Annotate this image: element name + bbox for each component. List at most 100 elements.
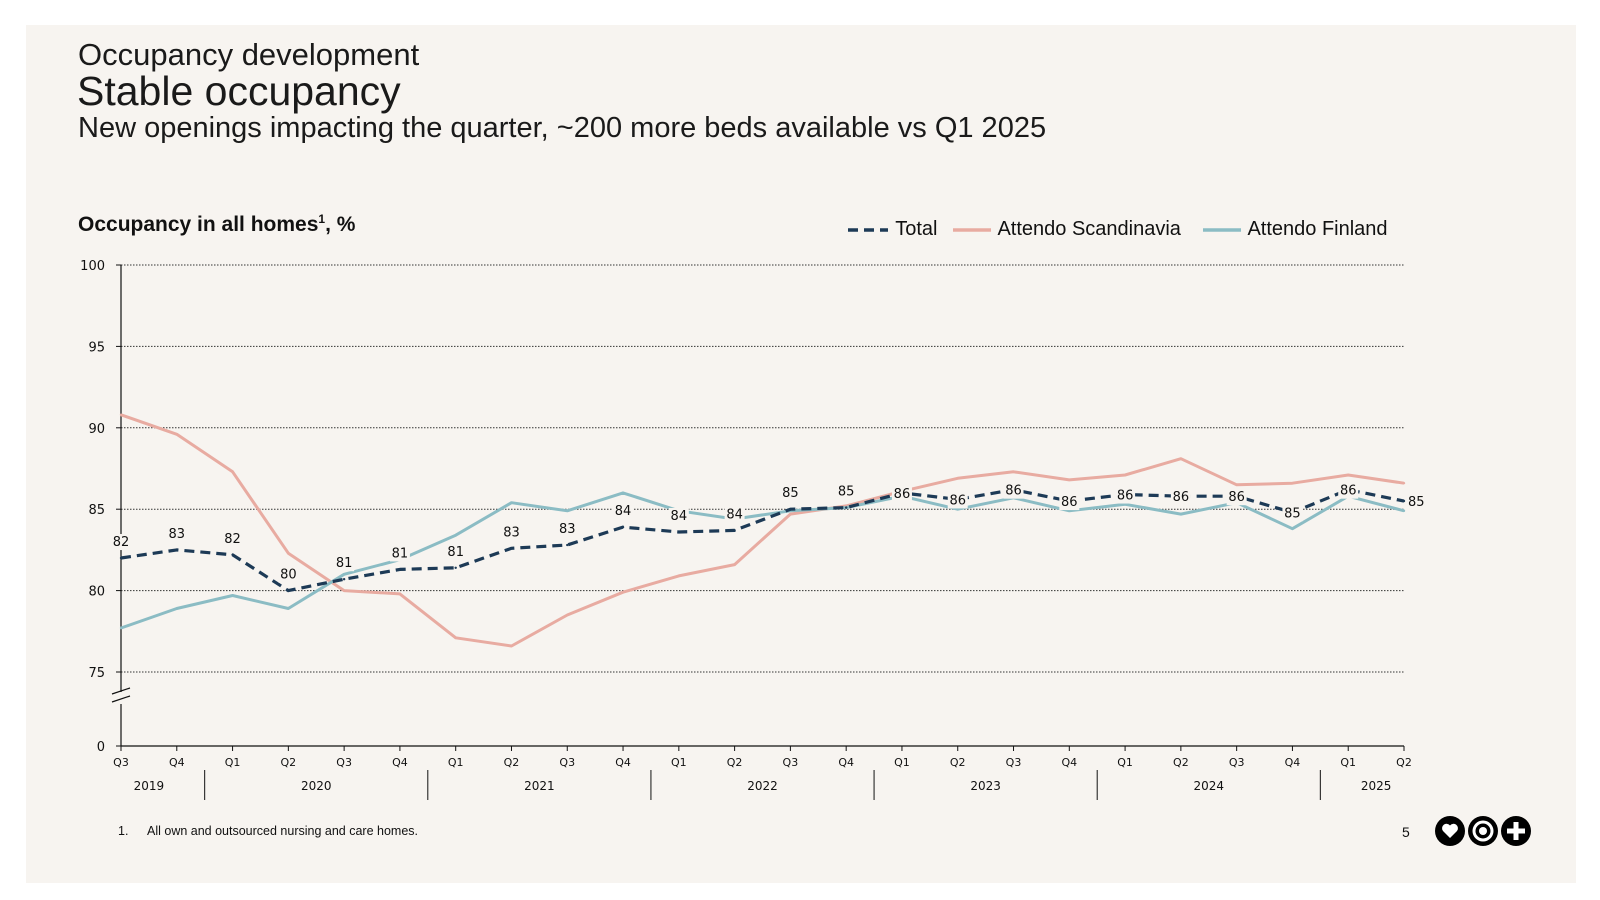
slide-background — [26, 25, 1576, 883]
legend-scandinavia-label: Attendo Scandinavia — [997, 218, 1181, 240]
data-label-total: 85 — [1284, 506, 1301, 521]
data-point-attendo-finland — [231, 594, 234, 597]
data-point-attendo-scandinavia — [677, 574, 681, 578]
x-tick-label: Q1 — [894, 756, 910, 769]
data-point-attendo-finland — [566, 509, 569, 513]
data-label-bg — [780, 485, 801, 502]
x-tick-label: Q2 — [1173, 756, 1189, 769]
data-point-total — [454, 566, 457, 570]
data-point-attendo-scandinavia — [119, 413, 123, 416]
y-tick-label-95: 95 — [88, 340, 105, 355]
data-point-attendo-finland — [119, 626, 123, 630]
data-label-total: 84 — [615, 504, 632, 519]
plus-icon — [1501, 816, 1531, 846]
heart-icon — [1435, 816, 1465, 846]
attendo-logo — [1435, 816, 1531, 846]
x-tick-label: Q3 — [559, 756, 575, 769]
data-label-total: 85 — [1408, 495, 1425, 510]
footnote: 1. All own and outsourced nursing and car… — [118, 824, 418, 838]
data-label-total: 86 — [894, 487, 911, 502]
data-label-bg — [166, 525, 187, 542]
data-label-total: 82 — [113, 535, 130, 550]
data-point-total — [231, 553, 234, 556]
data-point-total — [510, 547, 513, 550]
data-label-total: 86 — [1228, 490, 1245, 505]
data-label-bg — [724, 506, 745, 523]
x-tick-label: Q4 — [1285, 756, 1301, 769]
data-label-total: 82 — [224, 532, 241, 547]
x-tick-label: Q4 — [169, 756, 185, 769]
footnote-number: 1. — [118, 824, 129, 838]
data-point-total — [733, 529, 736, 532]
data-label-total: 81 — [447, 545, 464, 560]
data-label-total: 86 — [1340, 484, 1357, 499]
year-label-2020: 2020 — [301, 779, 332, 793]
x-tick-label: Q2 — [950, 756, 966, 769]
data-label-bg — [501, 524, 522, 541]
data-point-attendo-finland — [1123, 503, 1127, 506]
legend-scandinavia: Attendo Scandinavia — [953, 218, 1181, 241]
data-point-total — [287, 589, 290, 592]
axis-break-mark-2 — [111, 695, 131, 703]
data-label-bg — [1226, 489, 1247, 506]
data-label-bg — [1170, 489, 1191, 506]
y-tick-label-100: 100 — [80, 259, 105, 274]
x-tick-label: Q4 — [392, 756, 408, 769]
data-label-total: 84 — [726, 507, 743, 522]
data-label-bg — [1338, 482, 1359, 499]
data-point-attendo-scandinavia — [175, 433, 178, 436]
data-label-total: 81 — [336, 556, 353, 571]
data-point-total — [677, 530, 681, 534]
data-point-attendo-finland — [1291, 527, 1294, 530]
data-label-bg — [1282, 505, 1303, 522]
data-label-total: 85 — [782, 486, 799, 501]
data-point-total — [844, 506, 848, 509]
data-label-total: 83 — [169, 527, 186, 542]
y-tick-label-80: 80 — [88, 585, 105, 600]
data-point-attendo-scandinavia — [287, 551, 290, 555]
data-label-total: 86 — [1061, 495, 1078, 510]
data-point-attendo-scandinavia — [1012, 470, 1015, 473]
chart-title-main: Occupancy in all homes — [78, 213, 319, 236]
data-point-attendo-scandinavia — [566, 613, 569, 617]
data-label-bg — [1407, 494, 1427, 511]
data-label-total: 86 — [1005, 484, 1022, 499]
footnote-text: All own and outsourced nursing and care … — [147, 824, 418, 838]
y-tick-label-85: 85 — [88, 503, 105, 518]
y-tick-label-75: 75 — [88, 666, 105, 681]
chart-title-footnote-mark: 1 — [318, 212, 326, 226]
page-number: 5 — [1402, 824, 1410, 840]
data-point-attendo-scandinavia — [510, 644, 513, 648]
data-point-attendo-finland — [342, 573, 346, 576]
data-point-attendo-scandinavia — [1235, 483, 1238, 486]
year-label-2022: 2022 — [747, 779, 778, 793]
data-point-attendo-finland — [510, 501, 513, 504]
legend-finland: Attendo Finland — [1203, 218, 1388, 241]
x-tick-label: Q4 — [838, 756, 854, 769]
x-tick-label: Q2 — [281, 756, 297, 769]
data-point-attendo-scandinavia — [956, 477, 959, 480]
data-point-total — [175, 548, 178, 552]
x-tick-label: Q4 — [615, 756, 631, 769]
data-point-attendo-scandinavia — [1123, 473, 1127, 477]
data-point-attendo-finland — [454, 534, 457, 537]
target-icon — [1468, 816, 1498, 846]
legend-total-label: Total — [895, 218, 938, 240]
x-tick-label: Q4 — [1061, 756, 1077, 769]
data-point-attendo-finland — [1068, 509, 1071, 513]
data-label-bg — [445, 543, 466, 560]
year-label-2024: 2024 — [1193, 779, 1224, 793]
data-label-bg — [389, 545, 410, 562]
axis-break-mark-1 — [111, 687, 131, 695]
legend-scandinavia-swatch — [953, 227, 991, 232]
x-tick-label: Q3 — [1229, 756, 1245, 769]
legend-total-swatch — [848, 227, 888, 232]
x-tick-label: Q1 — [1117, 756, 1133, 769]
x-tick-label: Q1 — [1340, 756, 1356, 769]
data-label-bg — [947, 492, 968, 509]
data-label-total: 84 — [671, 509, 688, 524]
data-point-attendo-scandinavia — [231, 470, 234, 473]
data-point-attendo-scandinavia — [621, 591, 625, 594]
data-point-attendo-scandinavia — [1347, 473, 1350, 477]
legend-finland-label: Attendo Finland — [1247, 218, 1388, 240]
